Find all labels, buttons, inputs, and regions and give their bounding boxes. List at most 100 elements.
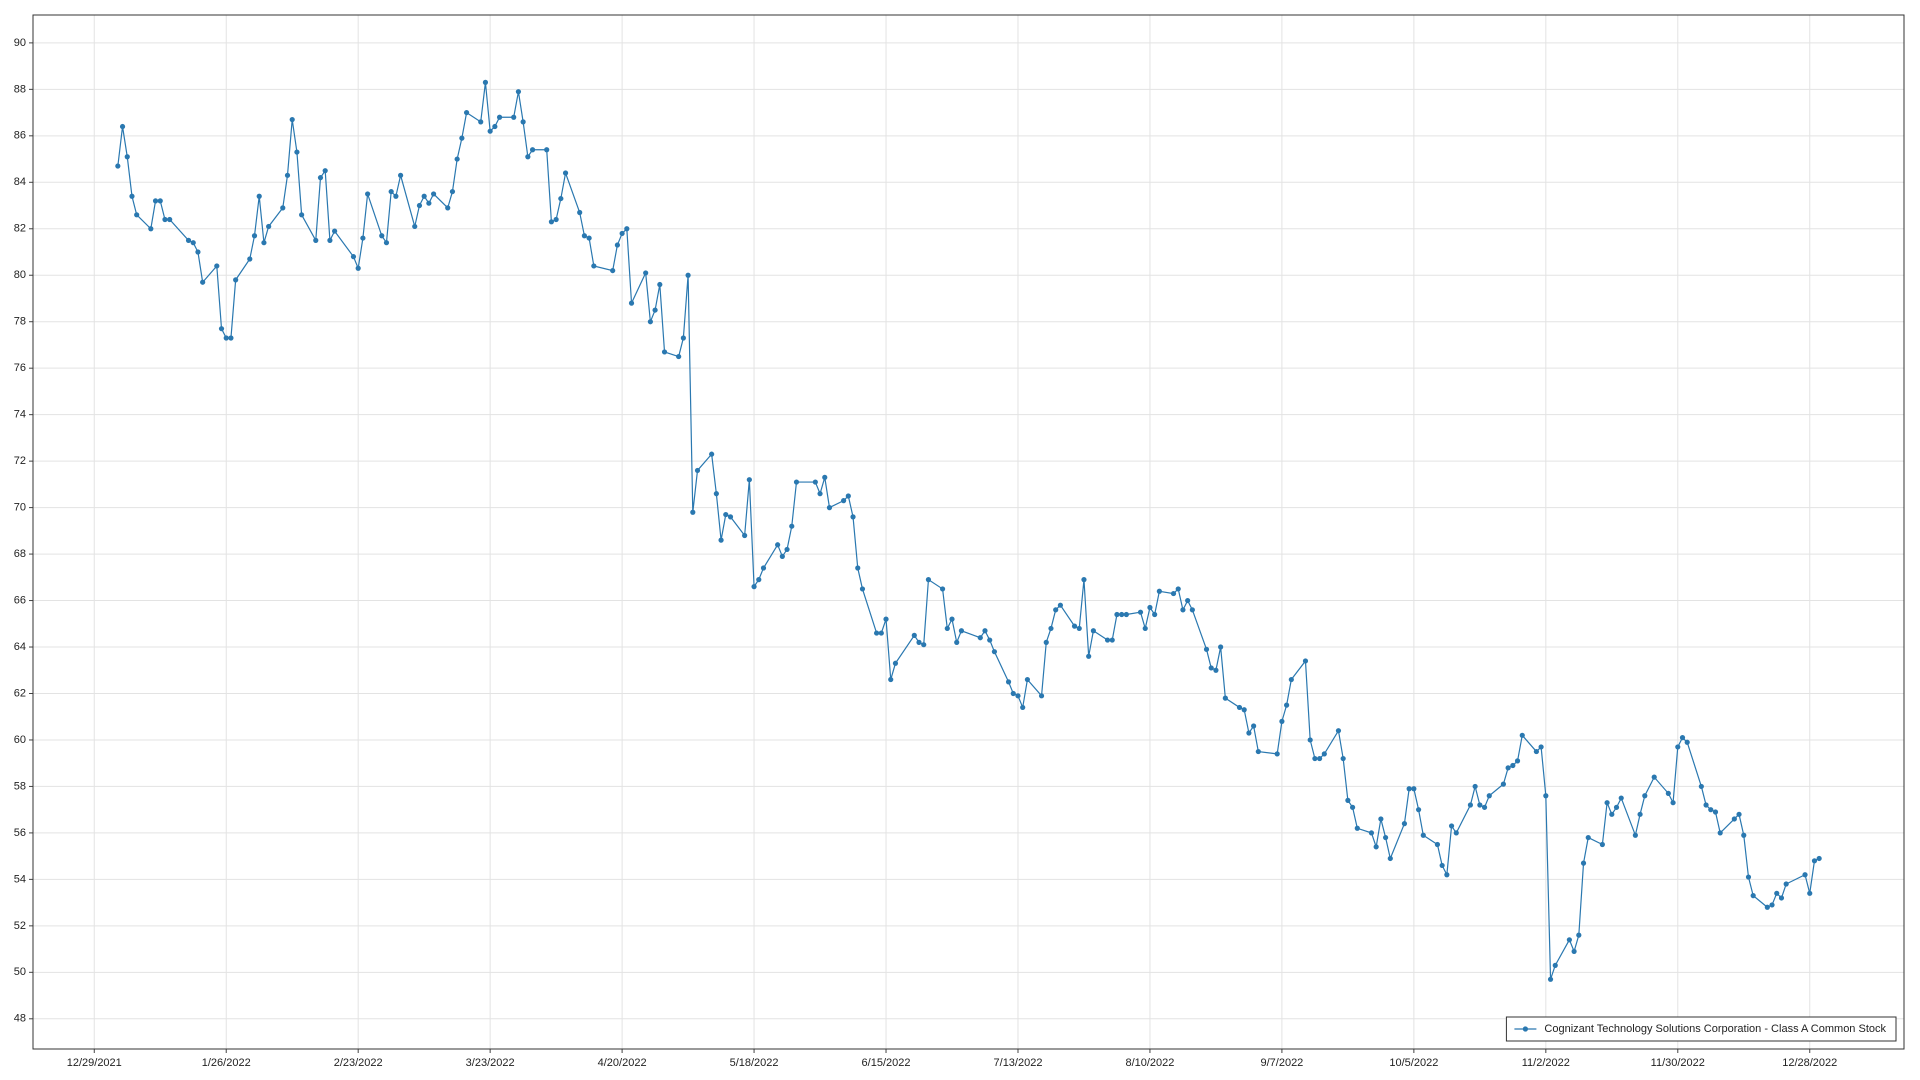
- data-point: [1057, 602, 1064, 608]
- data-point: [760, 565, 767, 571]
- data-point: [1604, 800, 1610, 806]
- data-point: [718, 537, 724, 543]
- data-point: [1156, 588, 1162, 594]
- data-point: [1020, 704, 1026, 711]
- y-tick-label: 60: [14, 734, 26, 746]
- data-point: [1175, 586, 1181, 592]
- data-point: [294, 149, 300, 155]
- data-point: [1505, 765, 1511, 771]
- x-tick-label: 3/23/2022: [466, 1057, 515, 1069]
- data-point: [1274, 751, 1280, 757]
- data-point: [812, 479, 818, 485]
- data-point: [1717, 830, 1723, 836]
- data-point: [944, 625, 950, 632]
- data-point: [1024, 676, 1031, 683]
- data-point: [1807, 890, 1813, 896]
- data-point: [247, 256, 253, 262]
- data-point: [1543, 793, 1549, 799]
- y-tick-label: 90: [14, 37, 26, 49]
- data-point: [1665, 790, 1671, 797]
- data-point: [746, 477, 752, 483]
- y-tick-label: 72: [14, 455, 26, 467]
- data-point: [1180, 607, 1186, 613]
- data-point: [383, 240, 390, 246]
- data-point: [251, 233, 258, 239]
- data-point: [1368, 830, 1375, 836]
- x-tick-label: 4/20/2022: [598, 1057, 647, 1069]
- data-point: [657, 281, 663, 288]
- data-point: [317, 175, 324, 181]
- data-point: [529, 147, 536, 153]
- plot-frame: [32, 14, 1905, 1050]
- data-point: [1816, 855, 1822, 862]
- data-point: [643, 270, 649, 276]
- data-point: [280, 205, 286, 211]
- data-point: [1241, 707, 1247, 713]
- data-point: [1104, 637, 1111, 643]
- data-point: [1189, 607, 1195, 613]
- data-point: [1552, 962, 1558, 968]
- x-tick-label: 9/7/2022: [1260, 1057, 1303, 1069]
- data-point: [284, 172, 291, 178]
- y-tick-label: 70: [14, 502, 26, 514]
- legend-box: [1505, 1016, 1897, 1042]
- data-point: [661, 349, 668, 355]
- data-point: [1406, 786, 1412, 792]
- data-point: [1533, 748, 1539, 755]
- x-tick-label: 7/13/2022: [994, 1057, 1043, 1069]
- data-point: [1373, 844, 1379, 850]
- data-point: [1284, 702, 1290, 708]
- data-point: [624, 226, 630, 232]
- data-point: [1321, 751, 1327, 757]
- data-point: [789, 523, 795, 529]
- data-point: [987, 637, 993, 643]
- data-point: [1448, 823, 1455, 829]
- y-tick-label: 54: [14, 873, 26, 885]
- data-point: [548, 219, 555, 225]
- data-point: [445, 205, 451, 211]
- data-point: [1152, 611, 1158, 618]
- data-point: [492, 123, 498, 130]
- data-point: [1481, 804, 1488, 810]
- data-point: [676, 353, 682, 360]
- data-point: [1090, 628, 1096, 634]
- data-point: [1500, 781, 1507, 787]
- data-point: [332, 228, 338, 234]
- data-point: [1354, 825, 1360, 831]
- data-point: [614, 242, 620, 248]
- data-point: [709, 451, 715, 457]
- data-point: [1613, 804, 1620, 810]
- data-point: [426, 200, 432, 206]
- data-point: [1519, 732, 1525, 738]
- legend-label: Cognizant Technology Solutions Corporati…: [1544, 1023, 1886, 1035]
- y-tick-label: 58: [14, 780, 26, 792]
- data-point: [916, 639, 922, 645]
- data-point: [520, 119, 526, 125]
- data-point: [350, 254, 357, 260]
- data-point: [982, 628, 988, 634]
- data-point: [1349, 804, 1356, 810]
- data-point: [841, 498, 847, 504]
- data-point: [511, 114, 517, 120]
- data-point: [454, 156, 460, 162]
- y-tick-label: 62: [14, 687, 26, 699]
- data-point: [727, 514, 734, 520]
- data-point: [544, 147, 550, 153]
- data-point: [1307, 737, 1313, 743]
- data-point: [124, 154, 130, 160]
- data-point: [1778, 895, 1785, 901]
- data-point: [289, 116, 295, 123]
- data-point: [1764, 904, 1770, 910]
- data-point: [586, 235, 592, 241]
- data-point: [1218, 644, 1224, 650]
- data-point: [855, 565, 861, 571]
- data-point: [412, 223, 418, 230]
- data-point: [845, 493, 851, 499]
- x-tick-label: 2/23/2022: [334, 1057, 383, 1069]
- data-point: [233, 277, 239, 283]
- data-point: [365, 191, 371, 197]
- data-point: [779, 553, 785, 559]
- data-point: [911, 632, 917, 639]
- data-point: [873, 630, 880, 636]
- data-point: [1222, 695, 1228, 701]
